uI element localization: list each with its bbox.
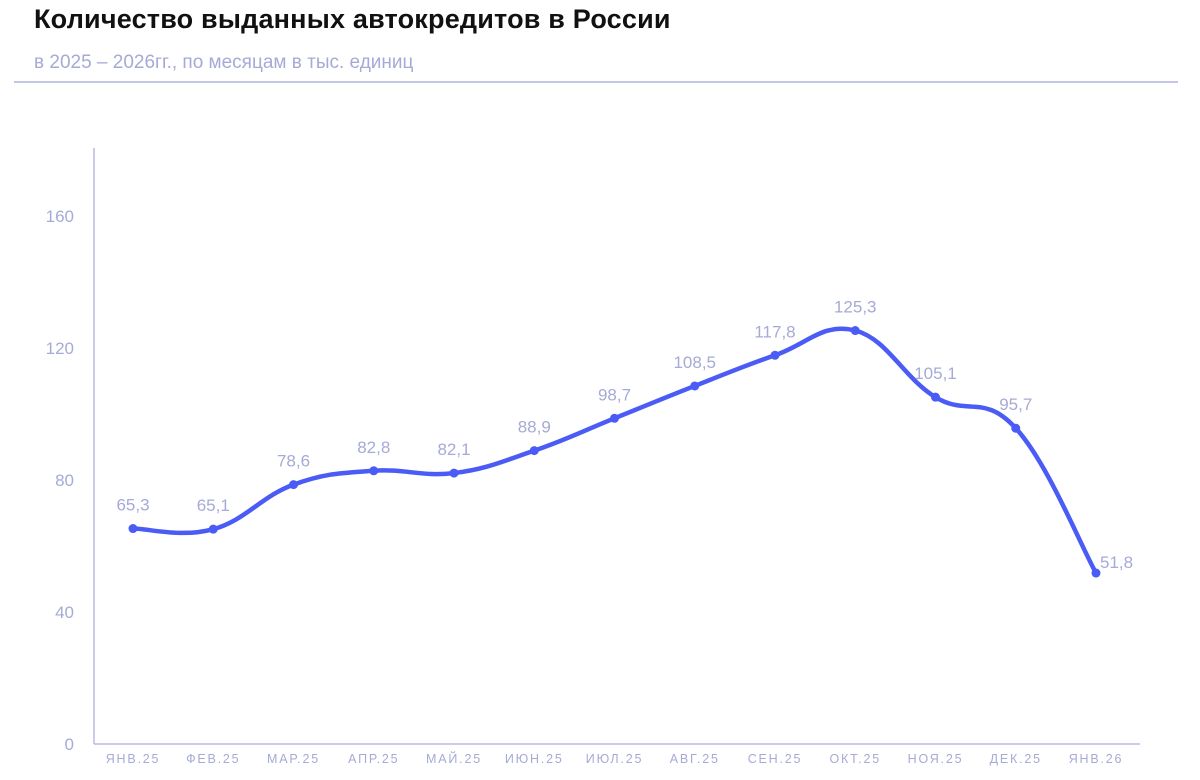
value-label: 95,7: [999, 395, 1032, 414]
y-tick-label: 120: [46, 339, 74, 358]
value-label: 65,1: [197, 496, 230, 515]
value-label: 105,1: [914, 364, 957, 383]
data-point: [289, 480, 298, 490]
value-labels: 65,3 65,1 78,6 82,8 82,1 88,9 98,7 108,5 117,8 12…: [116, 298, 1133, 573]
value-label: 125,3: [834, 298, 877, 317]
data-point: [610, 413, 619, 423]
x-tick-label: ЯНВ.26: [1069, 752, 1124, 766]
value-label: 117,8: [754, 322, 795, 341]
y-axis-ticks: 0 40 80 120 160: [46, 207, 74, 754]
x-tick-label: АВГ.25: [670, 752, 720, 766]
value-label: 65,3: [116, 496, 149, 515]
value-label: 78,6: [277, 452, 310, 471]
value-label: 108,5: [673, 353, 716, 372]
data-point: [690, 381, 700, 391]
x-tick-label: МАР.25: [267, 752, 320, 766]
x-tick-label: АПР.25: [348, 752, 399, 766]
chart-axes: [93, 148, 1140, 745]
x-tick-label: ИЮН.25: [505, 752, 564, 766]
data-point: [931, 392, 940, 402]
value-label: 82,1: [437, 440, 470, 459]
data-point: [770, 350, 780, 360]
data-point: [529, 446, 539, 456]
data-point: [369, 466, 379, 476]
y-tick-label: 160: [46, 207, 74, 226]
x-tick-label: НОЯ.25: [908, 752, 964, 766]
x-tick-label: ЯНВ.25: [106, 752, 161, 766]
x-tick-label: МАЙ.25: [426, 751, 482, 766]
data-point: [449, 468, 459, 478]
value-label: 51,8: [1100, 553, 1133, 572]
data-point: [1091, 568, 1101, 578]
value-label: 88,9: [518, 418, 551, 437]
data-point: [1011, 423, 1021, 433]
value-label: 82,8: [357, 438, 390, 457]
y-tick-label: 0: [65, 735, 74, 754]
data-point: [128, 524, 138, 534]
x-tick-label: СЕН.25: [748, 752, 803, 766]
x-tick-label: ОКТ.25: [830, 752, 881, 766]
x-tick-label: ИЮЛ.25: [586, 752, 643, 766]
x-axis-ticks: ЯНВ.25 ФЕВ.25 МАР.25 АПР.25 МАЙ.25 ИЮН.25 ИЮЛ.…: [106, 751, 1124, 766]
x-tick-label: ФЕВ.25: [186, 752, 240, 766]
x-tick-label: ДЕК.25: [990, 752, 1042, 766]
data-point: [208, 524, 218, 534]
data-points: [128, 326, 1101, 578]
y-tick-label: 40: [55, 603, 74, 622]
y-tick-label: 80: [55, 471, 74, 490]
value-label: 98,7: [598, 385, 631, 404]
header-divider: [14, 81, 1178, 83]
chart-title: Количество выданных автокредитов в Росси…: [34, 4, 671, 34]
data-point: [850, 326, 860, 336]
chart-subtitle: в 2025 – 2026гг., по месяцам в тыс. един…: [34, 52, 414, 73]
